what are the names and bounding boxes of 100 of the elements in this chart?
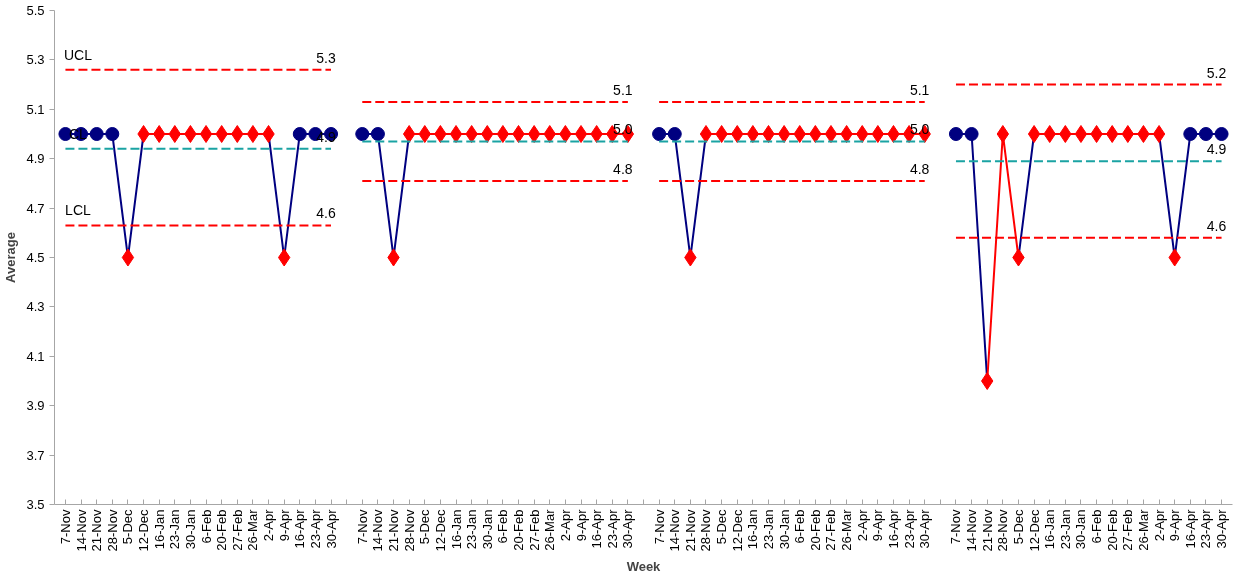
x-tick-label: 14-Nov [370, 509, 386, 552]
y-tick-label: 4.5 [26, 250, 45, 265]
y-axis-title: Average [3, 232, 19, 283]
data-label: 4.8 [613, 160, 633, 177]
point [465, 125, 478, 143]
x-tick-label: 23-Apr [1198, 508, 1214, 549]
x-tick-label: 27-Feb [229, 509, 245, 551]
point [527, 125, 541, 143]
point [840, 125, 853, 143]
point [809, 125, 822, 143]
data-label: 5.1 [613, 81, 633, 98]
point [402, 125, 416, 143]
x-tick-label: 5-Dec [417, 509, 433, 545]
point [1059, 125, 1072, 143]
x-tick-label: 6-Feb [1089, 509, 1105, 544]
x-tick-label: 20-Feb [807, 509, 823, 551]
point [1198, 127, 1213, 141]
data-label: 4.9 [1206, 141, 1227, 158]
annotation: CL [68, 125, 88, 142]
x-tick-label: 7-Nov [57, 509, 73, 545]
x-tick-label: 9-Apr [573, 508, 589, 542]
x-tick-label: 7-Nov [948, 509, 964, 545]
x-tick-label: 28-Nov [995, 509, 1011, 552]
x-tick-label: 14-Nov [73, 509, 89, 552]
point [652, 127, 667, 141]
point [543, 125, 556, 143]
annotation: UCL [63, 46, 93, 63]
x-tick-label: 2-Apr [261, 508, 277, 542]
y-tick-label: 5.3 [26, 52, 45, 68]
x-tick-label: 16-Jan [151, 509, 167, 550]
x-tick-label: 16-Jan [1042, 509, 1058, 550]
x-tick-label: 23-Jan [1057, 509, 1073, 550]
y-tick-label: 5.5 [26, 3, 45, 18]
point [418, 125, 431, 143]
point [262, 125, 275, 143]
x-tick-label: 20-Feb [214, 509, 230, 551]
point [137, 125, 150, 143]
x-tick-label: 26-Mar [245, 508, 261, 551]
point [434, 125, 447, 143]
x-tick-label: 23-Jan [464, 509, 480, 550]
x-tick-label: 12-Dec [432, 509, 448, 552]
x-tick-label: 23-Apr [901, 508, 917, 549]
x-tick-label: 5-Dec [1010, 509, 1026, 545]
point [871, 125, 885, 143]
point [793, 125, 806, 143]
point [199, 125, 213, 143]
point [574, 125, 588, 143]
point [292, 127, 307, 141]
point [168, 125, 181, 143]
x-tick-label: 14-Nov [964, 509, 980, 552]
x-tick-label: 30-Apr [323, 508, 339, 549]
point [887, 125, 900, 143]
point [1152, 125, 1166, 143]
point [355, 127, 370, 141]
data-label: 4.6 [316, 205, 336, 222]
x-tick-label: 12-Dec [729, 509, 745, 552]
x-tick-label: 20-Feb [1104, 509, 1120, 551]
x-tick-label: 16-Jan [448, 509, 464, 550]
x-tick-label: 14-Nov [667, 509, 683, 552]
data-label: 4.8 [909, 160, 930, 177]
annotation: LCL [65, 202, 91, 219]
y-tick-label: 3.7 [26, 447, 45, 463]
x-tick-label: 9-Apr [276, 508, 292, 542]
point [996, 125, 1009, 143]
point [496, 125, 510, 143]
x-tick-label: 21-Nov [979, 509, 995, 552]
x-tick-label: 26-Mar [839, 508, 855, 551]
x-tick-label: 28-Nov [698, 509, 714, 552]
x-tick-label: 9-Apr [870, 508, 886, 542]
x-tick-label: 16-Jan [745, 509, 761, 550]
x-tick-label: 2-Apr [1151, 508, 1167, 542]
point [246, 125, 260, 143]
point [512, 125, 525, 143]
y-tick-label: 3.9 [26, 398, 45, 414]
point [121, 248, 135, 267]
x-tick-label: 2-Apr [854, 508, 870, 542]
x-tick-label: 20-Feb [511, 509, 527, 551]
point [1027, 125, 1041, 143]
x-tick-label: 26-Mar [1135, 508, 1151, 551]
point [824, 125, 838, 143]
y-tick-label: 5.1 [26, 101, 45, 117]
data-label: 5.2 [1206, 64, 1227, 81]
x-tick-label: 21-Nov [89, 509, 105, 552]
x-tick-label: 26-Mar [542, 508, 558, 551]
y-tick-label: 4.1 [26, 348, 45, 364]
x-tick-label: 9-Apr [1167, 508, 1183, 542]
x-tick-label: 7-Nov [651, 509, 667, 545]
x-tick-label: 28-Nov [104, 509, 120, 552]
point [981, 372, 994, 390]
x-tick-label: 16-Apr [1182, 508, 1198, 549]
point [153, 125, 166, 143]
y-tick-label: 4.3 [26, 299, 45, 315]
data-label: 4.6 [1206, 217, 1227, 234]
point [715, 125, 728, 143]
y-tick-label: 4.7 [26, 200, 45, 216]
x-tick-label: 23-Jan [167, 509, 183, 550]
point [105, 127, 120, 141]
x-tick-label: 7-Nov [354, 509, 370, 545]
x-tick-label: 5-Dec [714, 509, 730, 545]
x-tick-label: 6-Feb [198, 509, 214, 544]
